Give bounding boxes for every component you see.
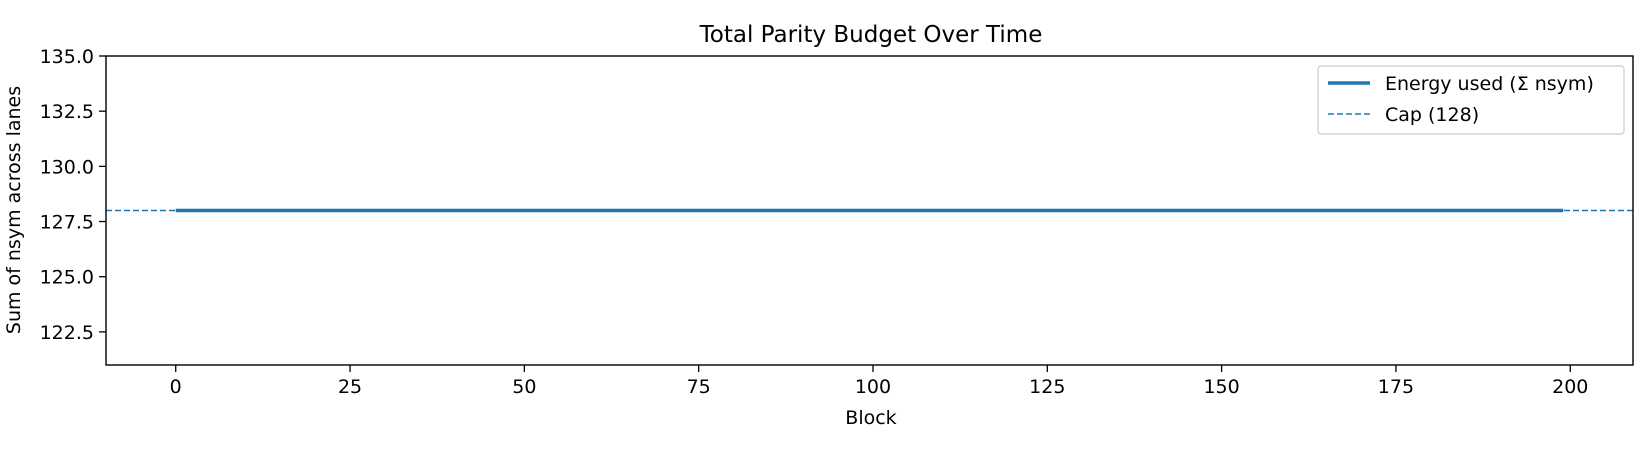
y-tick-label: 132.5 [40, 101, 94, 123]
x-axis: 0 25 50 75 100 125 150 175 200 [170, 365, 1588, 398]
x-tick-label: 75 [687, 376, 711, 398]
x-tick-label: 25 [338, 376, 362, 398]
y-tick-label: 130.0 [40, 156, 94, 178]
y-tick-label: 135.0 [40, 46, 94, 68]
legend-label-cap: Cap (128) [1385, 104, 1479, 126]
chart-title: Total Parity Budget Over Time [699, 22, 1043, 48]
plot-frame [105, 55, 1634, 366]
x-tick-label: 50 [512, 376, 536, 398]
legend-box [1317, 65, 1625, 135]
y-axis: 122.5 125.0 127.5 130.0 132.5 135.0 [40, 46, 106, 344]
legend-label-energy: Energy used (Σ nsym) [1385, 73, 1594, 95]
x-axis-label: Block [845, 407, 896, 429]
y-axis-label: Sum of nsym across lanes [3, 86, 25, 334]
y-tick-label: 127.5 [40, 212, 94, 234]
x-tick-label: 200 [1552, 376, 1588, 398]
x-tick-label: 100 [855, 376, 891, 398]
x-tick-label: 175 [1378, 376, 1414, 398]
x-tick-label: 0 [170, 376, 182, 398]
y-tick-label: 125.0 [40, 267, 94, 289]
y-tick-label: 122.5 [40, 322, 94, 344]
x-tick-label: 150 [1203, 376, 1239, 398]
x-tick-label: 125 [1029, 376, 1065, 398]
legend: Energy used (Σ nsym) Cap (128) [1317, 65, 1625, 135]
